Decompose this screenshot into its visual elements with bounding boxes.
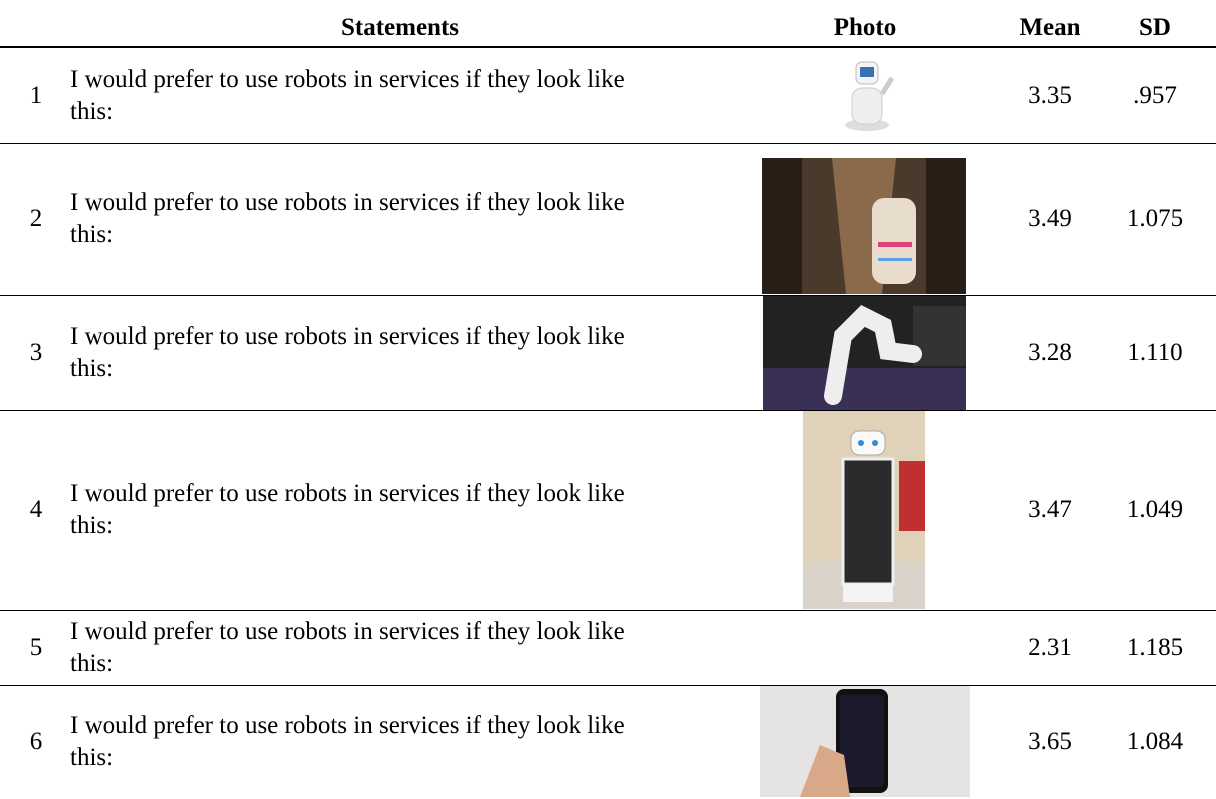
photo-robot-shelf [803,411,925,609]
statement: I would prefer to use robots in services… [70,712,625,771]
statement: I would prefer to use robots in services… [70,617,625,677]
row-number: 6 [29,728,43,755]
photo-robot-arm [763,296,966,410]
row-rule [0,685,1216,686]
statement: I would prefer to use robots in services… [70,189,625,248]
sd: 1.075 [1126,205,1184,232]
mean: 3.65 [1028,728,1072,755]
row-rule [0,410,1216,411]
mean: 3.47 [1028,496,1072,523]
header-statements: Statements [340,14,460,41]
sd: .957 [1133,81,1177,109]
row-number: 3 [29,338,43,366]
header-sd: SD [1139,14,1171,41]
sd: 1.185 [1126,633,1184,661]
row-number: 5 [29,633,43,661]
row-rule [0,610,1216,611]
mean: 3.28 [1028,338,1072,366]
sd: 1.049 [1126,496,1184,523]
header-rule [0,46,1216,48]
photo-smartphone [760,685,970,797]
photo-robot-humanoid [845,61,895,131]
statement: I would prefer to use robots in services… [70,65,625,125]
mean: 3.35 [1028,81,1072,109]
row-number: 4 [29,496,43,523]
statement: I would prefer to use robots in services… [70,322,625,382]
row-number: 1 [29,81,43,109]
sd: 1.110 [1127,338,1183,366]
photo-robot-hallway [762,158,966,294]
row-number: 2 [29,205,43,232]
header-mean: Mean [1019,14,1081,41]
row-rule [0,143,1216,144]
mean: 2.31 [1028,633,1072,661]
header-photo: Photo [833,14,897,41]
sd: 1.084 [1126,728,1184,755]
mean: 3.49 [1028,205,1072,232]
row-rule [0,295,1216,296]
statement: I would prefer to use robots in services… [70,480,625,539]
